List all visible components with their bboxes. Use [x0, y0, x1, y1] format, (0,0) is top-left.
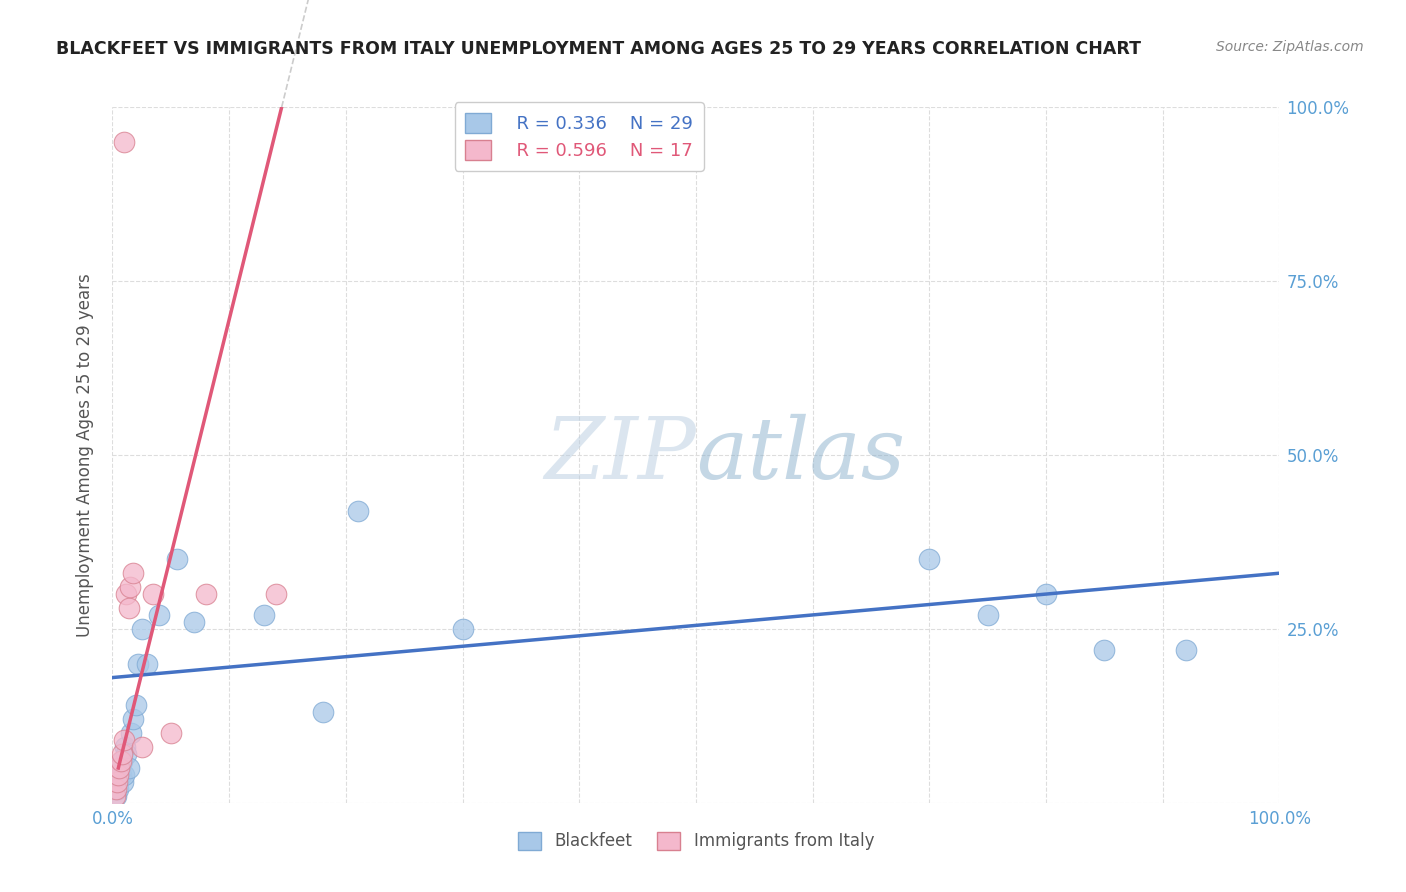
Point — [118, 580, 141, 594]
Point — [136, 657, 159, 671]
Point — [111, 775, 134, 789]
Point — [194, 587, 217, 601]
Point — [111, 754, 134, 768]
Point — [183, 615, 205, 629]
Point — [122, 712, 145, 726]
Text: atlas: atlas — [696, 414, 905, 496]
Y-axis label: Unemployment Among Ages 25 to 29 years: Unemployment Among Ages 25 to 29 years — [76, 273, 94, 637]
Point — [1094, 642, 1116, 657]
Point — [1035, 587, 1057, 601]
Point — [122, 566, 145, 581]
Point — [114, 740, 136, 755]
Point — [108, 761, 131, 775]
Point — [127, 657, 149, 671]
Point — [107, 768, 129, 782]
Text: Source: ZipAtlas.com: Source: ZipAtlas.com — [1216, 40, 1364, 54]
Point — [346, 503, 368, 517]
Point — [105, 775, 128, 789]
Point — [253, 607, 276, 622]
Point — [142, 587, 165, 601]
Point — [976, 607, 998, 622]
Point — [120, 726, 142, 740]
Point — [918, 552, 941, 566]
Point — [108, 761, 131, 775]
Point — [112, 733, 135, 747]
Text: BLACKFEET VS IMMIGRANTS FROM ITALY UNEMPLOYMENT AMONG AGES 25 TO 29 YEARS CORREL: BLACKFEET VS IMMIGRANTS FROM ITALY UNEMP… — [56, 40, 1142, 58]
Point — [1175, 642, 1198, 657]
Point — [112, 768, 135, 782]
Point — [160, 726, 183, 740]
Point — [107, 781, 129, 796]
Point — [105, 775, 128, 789]
Point — [148, 607, 170, 622]
Point — [112, 135, 135, 149]
Point — [125, 698, 148, 713]
Point — [110, 754, 132, 768]
Point — [131, 622, 153, 636]
Point — [311, 706, 333, 720]
Text: ZIP: ZIP — [544, 414, 696, 496]
Point — [104, 781, 127, 796]
Point — [104, 789, 127, 803]
Legend: Blackfeet, Immigrants from Italy: Blackfeet, Immigrants from Italy — [510, 825, 882, 857]
Point — [118, 761, 141, 775]
Point — [115, 747, 138, 761]
Point — [110, 768, 132, 782]
Point — [111, 747, 134, 761]
Point — [166, 552, 188, 566]
Point — [451, 622, 474, 636]
Point — [131, 740, 153, 755]
Point — [104, 789, 127, 803]
Point — [118, 601, 141, 615]
Point — [115, 587, 138, 601]
Point — [264, 587, 287, 601]
